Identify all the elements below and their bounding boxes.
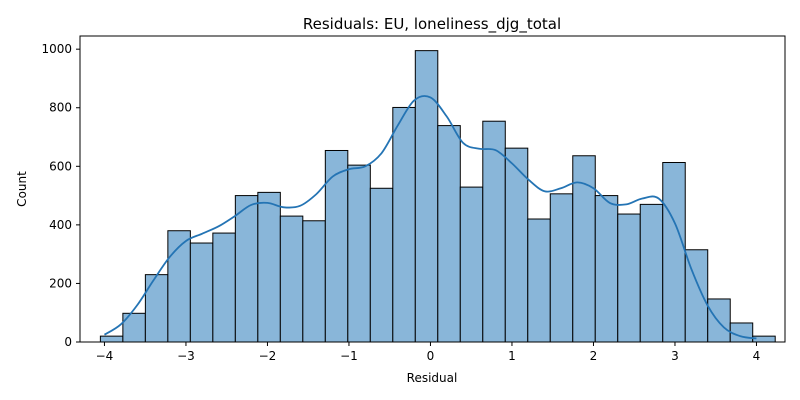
histogram-bar [347, 164, 371, 343]
x-tick-label: 4 [753, 349, 761, 363]
x-tick-label: 2 [590, 349, 598, 363]
histogram-bar [437, 125, 461, 343]
histogram-bar [392, 106, 416, 343]
x-axis-ticks: −4 −3 −2 −1 0 1 2 3 4 [96, 342, 761, 363]
histogram-bar [729, 322, 754, 343]
histogram-bar [189, 242, 214, 343]
kde-line [103, 95, 757, 340]
x-tick-label: 3 [671, 349, 679, 363]
histogram-bar [234, 195, 259, 343]
histogram-bar [414, 50, 439, 343]
x-tick-label: −3 [177, 349, 195, 363]
histogram-bar [549, 193, 574, 343]
histogram-bar [144, 274, 169, 343]
chart-title: Residuals: EU, loneliness_djg_total [303, 15, 561, 34]
histogram-bar [707, 298, 731, 343]
y-tick-label: 0 [64, 335, 72, 349]
histogram-bar [662, 162, 686, 343]
x-tick-label: 0 [427, 349, 435, 363]
y-tick-label: 200 [49, 276, 72, 290]
histogram-bar [279, 215, 304, 343]
y-tick-label: 600 [49, 159, 72, 173]
y-axis-title: Count [15, 171, 29, 207]
histogram-bar [99, 335, 124, 343]
y-axis-ticks: 0 200 400 600 800 1000 [41, 42, 80, 349]
histogram-bars [99, 50, 776, 343]
histogram-bar [617, 213, 641, 343]
histogram-bar [369, 187, 394, 343]
histogram-bar [302, 220, 326, 343]
histogram-bar [504, 147, 529, 343]
histogram-bar [257, 191, 281, 343]
x-tick-label: 1 [508, 349, 516, 363]
histogram-bar [527, 218, 551, 343]
y-tick-label: 800 [49, 101, 72, 115]
x-tick-label: −1 [340, 349, 358, 363]
y-tick-label: 1000 [41, 42, 72, 56]
histogram-bar [639, 203, 664, 343]
histogram-bar [212, 232, 236, 343]
plot-frame [79, 35, 786, 343]
x-tick-label: −2 [259, 349, 277, 363]
histogram-bar [594, 195, 619, 343]
kde-curve-group [103, 95, 757, 340]
y-tick-label: 400 [49, 218, 72, 232]
histogram-bar [459, 186, 484, 343]
x-tick-label: −4 [96, 349, 114, 363]
x-axis-title: Residual [407, 371, 458, 385]
